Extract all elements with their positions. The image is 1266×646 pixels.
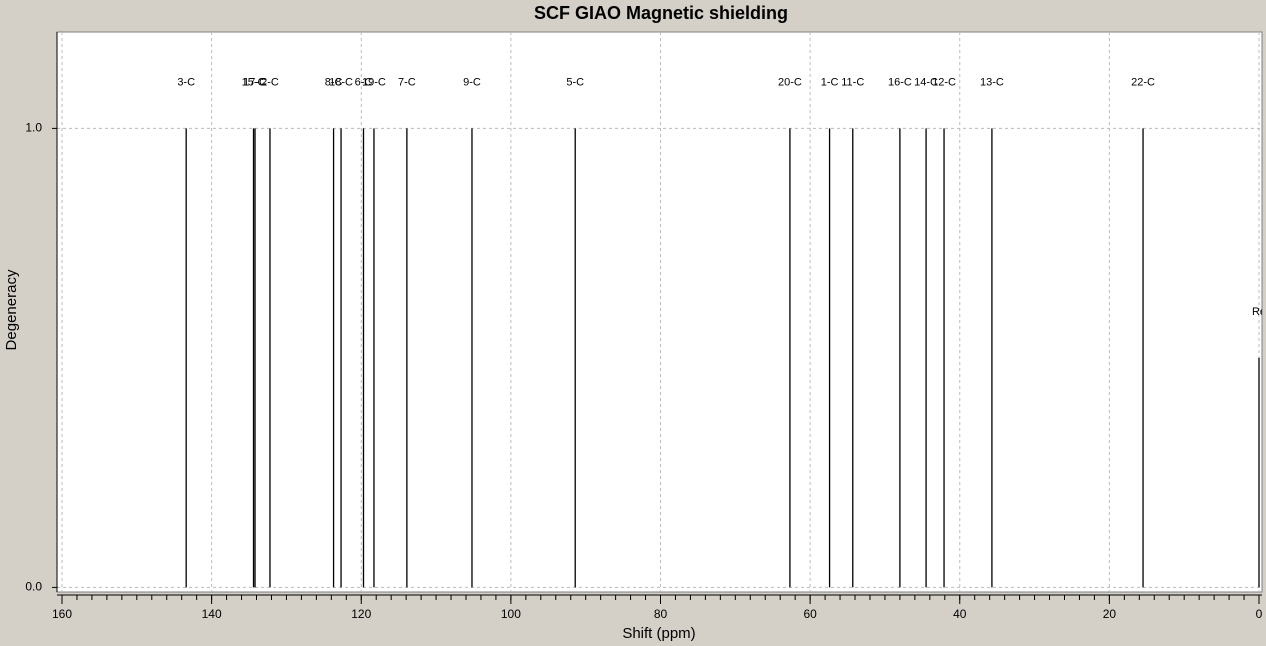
x-axis-title: Shift (ppm) <box>622 625 695 642</box>
peak-label: 1-C <box>821 76 839 88</box>
y-tick-label: 1.0 <box>25 121 42 135</box>
x-tick-label: 100 <box>501 607 521 621</box>
x-tick-label: 140 <box>202 607 222 621</box>
peak-label: 14-C <box>914 76 938 88</box>
peak-label: 15-C <box>242 76 266 88</box>
peak-label: 9-C <box>463 76 481 88</box>
peak-label: 11-C <box>841 76 864 88</box>
peak-label: 7-C <box>398 76 416 88</box>
x-tick-label: 40 <box>953 607 967 621</box>
peak-label: 2-C <box>261 76 279 88</box>
plot-area <box>56 31 1263 593</box>
peak-label: 17-C <box>243 76 267 88</box>
peak-label: 12-C <box>932 76 956 88</box>
x-tick-label: 160 <box>52 607 72 621</box>
peak-label: 20-C <box>778 76 802 88</box>
x-tick-label: 60 <box>803 607 817 621</box>
x-tick-label: 0 <box>1256 607 1263 621</box>
peak-label: 18-C <box>329 76 353 88</box>
peak-label: Re <box>1252 306 1266 318</box>
peak-label: 5-C <box>566 76 584 88</box>
y-tick-label: 0.0 <box>25 580 42 594</box>
peak-label: 19-C <box>362 76 386 88</box>
peak-label: 8-C <box>325 76 343 88</box>
plot: 3-C 15-C17-C2-C 8-C18-C 6-C19-C 7-C 9-C 5-C 20-… <box>57 32 1266 592</box>
peak-label: 22-C <box>1131 76 1155 88</box>
y-axis-title: Degeneracy <box>3 269 20 350</box>
peak-label: 16-C <box>888 76 912 88</box>
peak-label: 6-C <box>355 76 373 88</box>
chart-title: SCF GIAO Magnetic shielding <box>534 3 788 23</box>
x-tick-label: 80 <box>654 607 668 621</box>
peak-label: 3-C <box>177 76 195 88</box>
x-tick-label: 120 <box>351 607 371 621</box>
x-tick-label: 20 <box>1103 607 1117 621</box>
peak-label: 13-C <box>980 76 1004 88</box>
